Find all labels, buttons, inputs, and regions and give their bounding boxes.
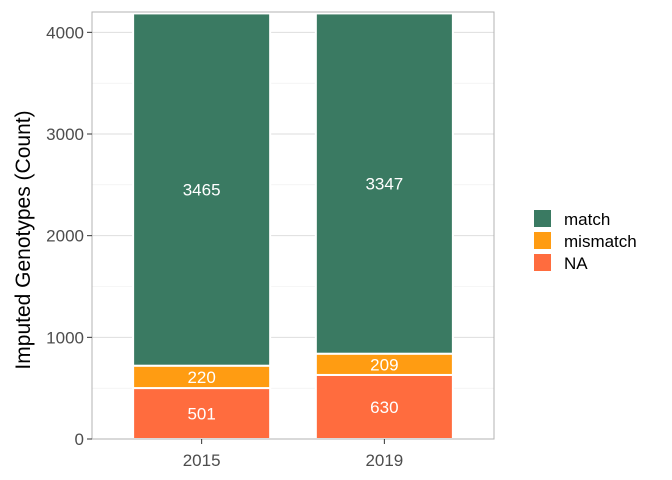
data-label-mismatch-2015: 220 [187,368,215,387]
y-tick-label: 2000 [46,227,84,246]
y-tick-label: 4000 [46,23,84,42]
data-label-match-2015: 3465 [183,181,221,200]
x-axis-ticks: 2015 2019 [183,439,403,470]
legend-label-match: match [564,210,610,229]
x-tick-label: 2019 [365,451,403,470]
data-label-mismatch-2019: 209 [370,355,398,374]
bar-segment-na-2019 [314,373,454,441]
data-label-na-2019: 630 [370,398,398,417]
bar-segment-na-2015 [132,387,272,441]
y-tick-label: 1000 [46,328,84,347]
legend-key-na [534,254,551,271]
data-label-match-2019: 3347 [365,175,403,194]
x-tick-label: 2015 [183,451,221,470]
bar-segment-match-2019 [314,12,454,355]
y-tick-label: 3000 [46,125,84,144]
legend-label-na: NA [564,254,588,273]
legend-key-match [534,210,551,227]
y-tick-label: 0 [75,430,84,449]
legend-label-mismatch: mismatch [564,232,637,251]
legend-key-mismatch [534,232,551,249]
bar-segment-match-2015 [132,12,272,367]
legend: match mismatch NA [534,210,637,273]
y-axis-title: Imputed Genotypes (Count) [12,110,35,369]
data-label-na-2015: 501 [187,405,215,424]
bars: 501 220 3465 630 209 3347 [132,12,454,441]
plot-panel-border [91,11,495,440]
y-axis-ticks: 0 1000 2000 3000 4000 [46,23,92,449]
